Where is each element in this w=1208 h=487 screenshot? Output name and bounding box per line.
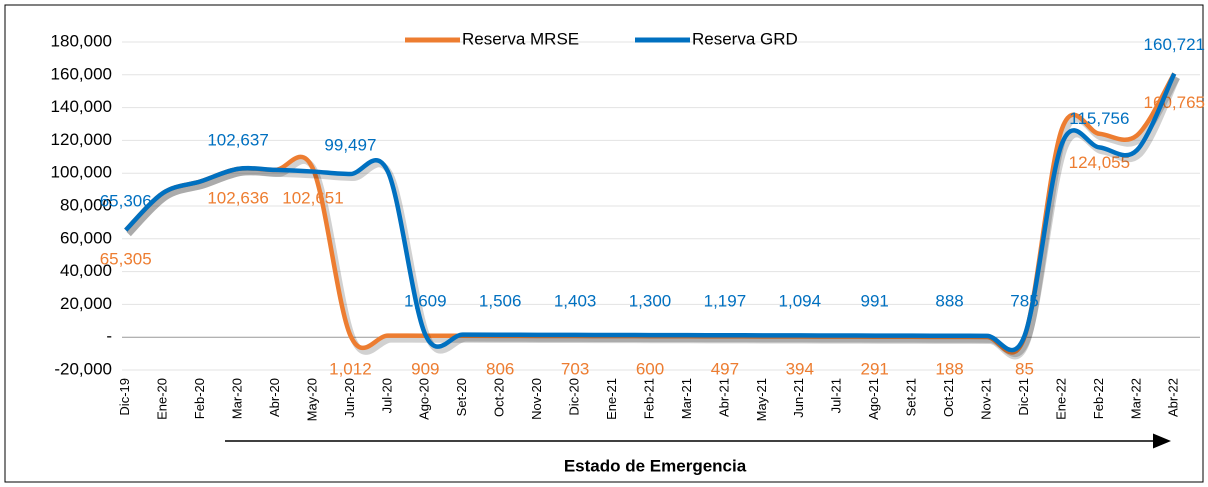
data-label: 1,506 xyxy=(479,291,522,310)
x-tick-label: Set-20 xyxy=(454,378,469,416)
x-tick-label: Abr-21 xyxy=(716,378,731,417)
data-label: 85 xyxy=(1015,359,1034,378)
x-tick-label: Oct-21 xyxy=(941,378,956,417)
x-tick-label: Set-21 xyxy=(904,378,919,416)
data-label: 703 xyxy=(561,359,589,378)
data-label: 1,300 xyxy=(629,291,672,310)
data-label: 124,055 xyxy=(1069,153,1130,172)
x-tick-label: Mar-22 xyxy=(1128,378,1143,419)
x-tick-label: Jul-20 xyxy=(379,378,394,413)
x-tick-label: Jul-21 xyxy=(829,378,844,413)
x-tick-label: May-20 xyxy=(304,378,319,421)
x-tick-label: Ago-20 xyxy=(417,378,432,420)
x-tick-label: Dic-20 xyxy=(567,378,582,416)
data-label: 291 xyxy=(861,359,889,378)
data-label: 394 xyxy=(786,359,814,378)
data-label: 1,197 xyxy=(704,291,747,310)
x-tick-label: Nov-20 xyxy=(529,378,544,420)
x-tick-label: Abr-22 xyxy=(1166,378,1181,417)
x-tick-label: Nov-21 xyxy=(978,378,993,420)
data-label: 160,765 xyxy=(1144,93,1205,112)
y-tick-label: 140,000 xyxy=(51,97,112,116)
data-label: 188 xyxy=(935,359,963,378)
data-label: 115,756 xyxy=(1069,109,1129,128)
line-shadow xyxy=(126,76,1180,358)
data-label: 99,497 xyxy=(324,136,376,155)
y-tick-label: 160,000 xyxy=(51,64,112,83)
data-label: 806 xyxy=(486,359,514,378)
x-tick-label: Dic-21 xyxy=(1016,378,1031,416)
line xyxy=(124,72,1177,353)
data-label: 991 xyxy=(861,291,889,310)
x-tick-label: Feb-21 xyxy=(641,378,656,419)
data-label: 65,305 xyxy=(100,250,152,269)
data-label: 1,403 xyxy=(554,291,597,310)
x-tick-label: Oct-20 xyxy=(492,378,507,417)
data-label: 1,609 xyxy=(404,291,447,310)
legend-label: Reserva MRSE xyxy=(462,29,579,48)
annotation: Estado de Emergencia xyxy=(564,456,747,475)
data-label: 102,651 xyxy=(282,188,343,207)
y-tick-label: -20,000 xyxy=(54,359,112,378)
x-tick-label: Ene-21 xyxy=(604,378,619,420)
x-tick-label: Feb-22 xyxy=(1091,378,1106,419)
data-label: 497 xyxy=(711,359,739,378)
x-tick-label: Feb-20 xyxy=(192,378,207,419)
data-label: 600 xyxy=(636,359,664,378)
chart-border xyxy=(4,4,1204,483)
y-tick-label: 120,000 xyxy=(51,130,112,149)
y-tick-label: - xyxy=(106,327,112,346)
x-tick-label: May-21 xyxy=(754,378,769,421)
legend-label: Reserva GRD xyxy=(692,29,798,48)
x-tick-label: Mar-21 xyxy=(679,378,694,419)
data-label: 160,721 xyxy=(1144,35,1205,54)
x-tick-label: Ago-21 xyxy=(866,378,881,420)
y-tick-label: 180,000 xyxy=(51,31,112,50)
x-tick-label: Ene-22 xyxy=(1053,378,1068,420)
x-tick-label: Jun-20 xyxy=(342,378,357,418)
y-tick-label: 80,000 xyxy=(60,195,112,214)
data-label: 785 xyxy=(1010,291,1038,310)
data-label: 888 xyxy=(935,291,963,310)
data-label: 65,306 xyxy=(100,192,152,211)
data-label: 102,636 xyxy=(207,188,268,207)
y-tick-label: 100,000 xyxy=(51,163,112,182)
data-label: 1,094 xyxy=(779,291,822,310)
data-label: 1,012 xyxy=(329,359,372,378)
y-tick-label: 40,000 xyxy=(60,261,112,280)
x-tick-label: Dic-19 xyxy=(117,378,132,416)
data-label: 102,637 xyxy=(207,130,268,149)
x-tick-label: Abr-20 xyxy=(267,378,282,417)
x-tick-label: Jun-21 xyxy=(791,378,806,418)
y-tick-label: 20,000 xyxy=(60,294,112,313)
data-label: 909 xyxy=(411,359,439,378)
x-tick-label: Mar-20 xyxy=(230,378,245,419)
line xyxy=(124,72,1177,355)
y-tick-label: 60,000 xyxy=(60,228,112,247)
line-shadow xyxy=(126,75,1180,360)
x-tick-label: Ene-20 xyxy=(155,378,170,420)
